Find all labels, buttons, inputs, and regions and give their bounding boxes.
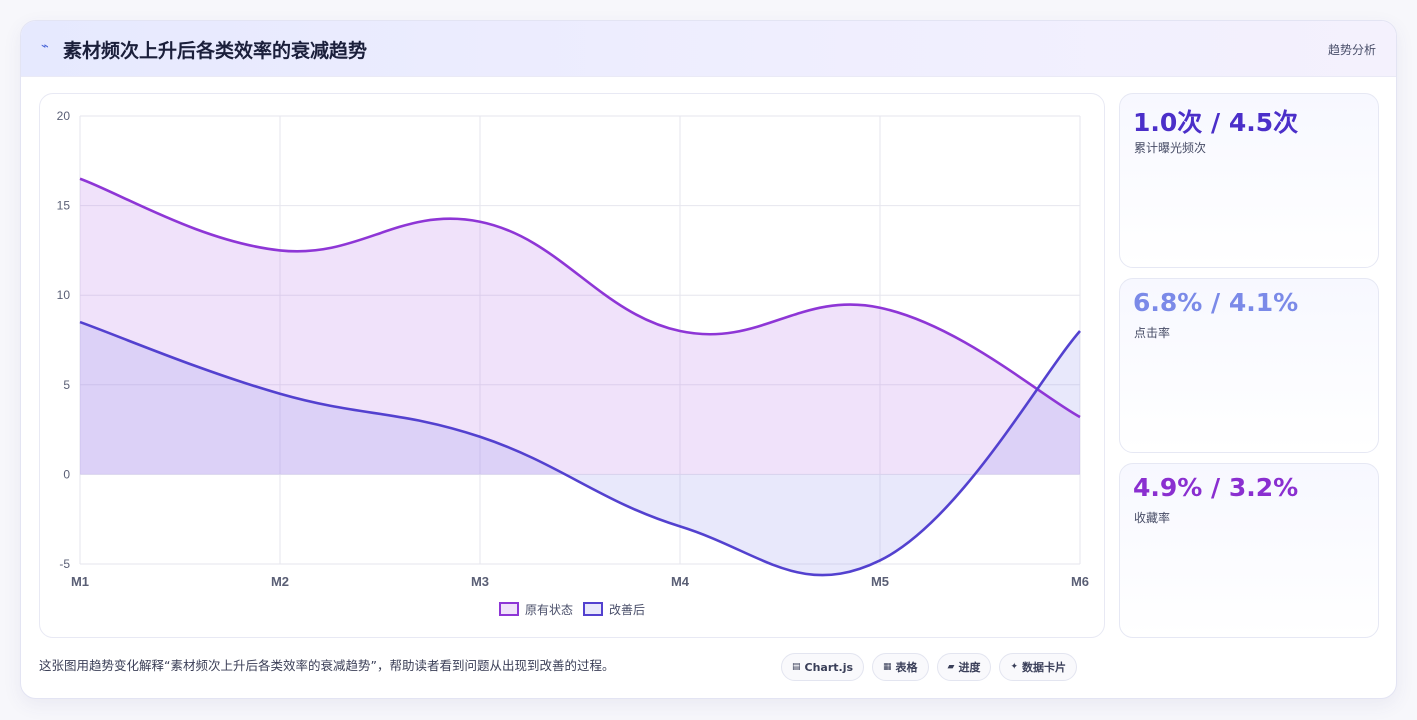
series-area-0 <box>80 178 1080 475</box>
chip-chartjs[interactable]: ▤ Chart.js <box>781 653 865 681</box>
y-tick-label: 0 <box>63 467 70 481</box>
stat-label-favorite: 收藏率 <box>1134 511 1171 525</box>
legend-item-improved[interactable]: 改善后 <box>583 601 645 618</box>
chip-label: 进度 <box>958 661 981 674</box>
series-area-1 <box>80 322 1080 576</box>
x-tick-label: M5 <box>871 574 889 589</box>
stat-label-ctr: 点击率 <box>1134 326 1171 340</box>
y-tick-label: 20 <box>57 109 71 123</box>
stat-value-exposure: 1.0次 / 4.5次 <box>1133 108 1299 137</box>
legend-swatch-improved <box>583 602 603 616</box>
card-title: 素材频次上升后各类效率的衰减趋势 <box>63 40 368 62</box>
stat-label-exposure: 累计曝光频次 <box>1134 141 1207 155</box>
series-line-0 <box>79 177 1081 419</box>
sparkline-icon: ⌁ <box>41 39 49 54</box>
chart-card: ⌁ 素材频次上升后各类效率的衰减趋势 趋势分析 20 15 10 5 0 -5 M1 M2 M3… <box>20 20 1397 699</box>
line-chart: 20 15 10 5 0 -5M1 M2 M3 M4 M5 M6 <box>57 109 1089 589</box>
tech-chips: ▤ Chart.js ▦ 表格 ▰ 进度 ✦ 数据卡片 <box>781 653 1078 681</box>
y-tick-label: -5 <box>59 557 70 571</box>
x-tick-label: M4 <box>671 574 690 589</box>
x-tick-label: M3 <box>471 574 489 589</box>
chip-label: 表格 <box>895 661 918 674</box>
stat-card-exposure: 1.0次 / 4.5次 累计曝光频次 <box>1119 93 1379 268</box>
card-header: ⌁ 素材频次上升后各类效率的衰减趋势 趋势分析 <box>21 21 1396 77</box>
x-tick-label: M1 <box>71 574 89 589</box>
chip-label: 数据卡片 <box>1022 661 1067 674</box>
stat-card-favorite: 4.9% / 3.2% 收藏率 <box>1119 463 1379 638</box>
chip-table[interactable]: ▦ 表格 <box>872 653 929 681</box>
series-line-1 <box>79 320 1081 577</box>
stat-value-ctr: 6.8% / 4.1% <box>1133 288 1299 317</box>
y-tick-label: 10 <box>57 288 71 302</box>
y-tick-label: 15 <box>57 199 71 213</box>
chip-label: Chart.js <box>804 660 854 674</box>
chart-panel: 20 15 10 5 0 -5 M1 M2 M3 M4 M5 M6 原有状态 改善后 <box>39 93 1105 638</box>
chart-icon: ▤ <box>792 662 801 672</box>
header-tag: 趋势分析 <box>1327 43 1376 57</box>
legend-item-original[interactable]: 原有状态 <box>498 601 573 618</box>
progress-icon: ▰ <box>947 662 955 672</box>
legend-label-improved: 改善后 <box>609 602 646 617</box>
x-tick-label: M2 <box>271 574 289 589</box>
stat-card-ctr: 6.8% / 4.1% 点击率 <box>1119 278 1379 453</box>
chip-data-card[interactable]: ✦ 数据卡片 <box>999 653 1078 681</box>
card-icon: ✦ <box>1010 662 1019 672</box>
footer-description: 这张图用趋势变化解释“素材频次上升后各类效率的衰减趋势”，帮助读者看到问题从出现… <box>39 658 615 673</box>
chart-legend: 原有状态 改善后 <box>40 600 1104 618</box>
stat-value-favorite: 4.9% / 3.2% <box>1133 473 1299 502</box>
y-tick-label: 5 <box>63 378 70 392</box>
chip-progress[interactable]: ▰ 进度 <box>936 653 992 681</box>
table-icon: ▦ <box>883 662 892 672</box>
x-tick-label: M6 <box>1071 574 1089 589</box>
legend-swatch-original <box>498 602 519 616</box>
legend-label-original: 原有状态 <box>524 602 573 617</box>
